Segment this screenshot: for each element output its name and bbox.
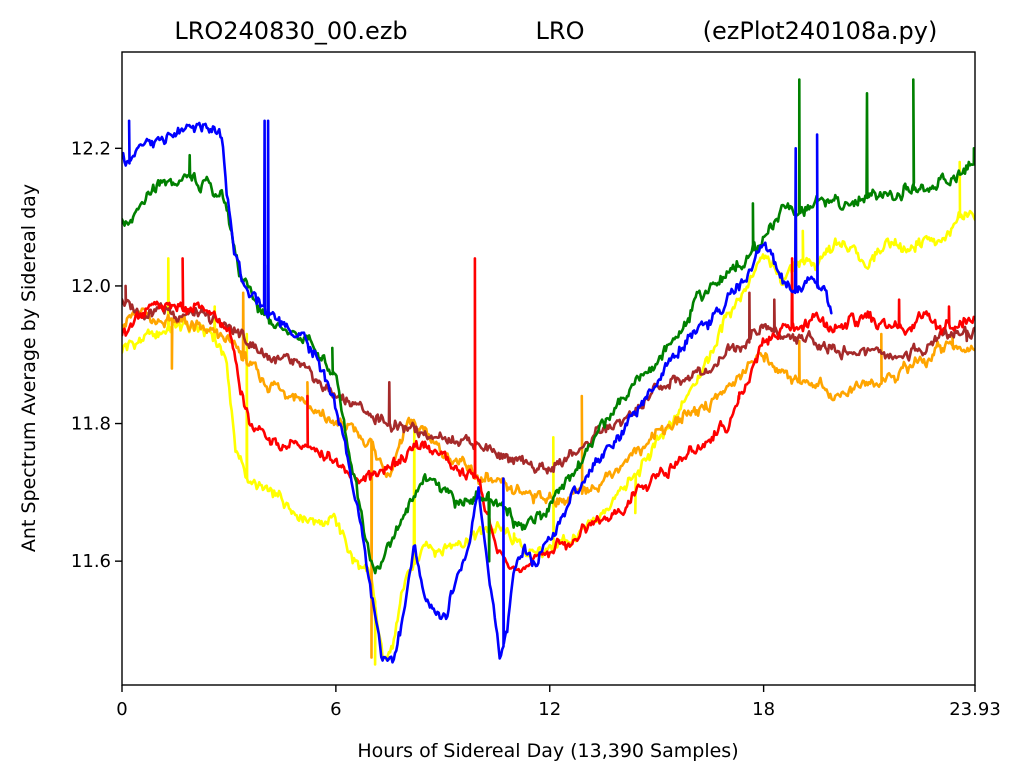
plot-frame xyxy=(121,51,976,686)
series-line-6 xyxy=(122,119,833,664)
series-line-2 xyxy=(122,291,975,659)
x-tick-label: 0 xyxy=(116,699,127,720)
series-layer xyxy=(122,78,975,666)
x-axis-label: Hours of Sidereal Day (13,390 Samples) xyxy=(357,740,738,762)
x-tick-label: 12 xyxy=(538,699,561,720)
series-line-1 xyxy=(122,160,975,666)
y-axis-label: Ant Spectrum Average by Sidereal day xyxy=(18,184,40,552)
y-tick-label: 12.0 xyxy=(71,276,111,297)
y-tick-label: 12.2 xyxy=(71,138,111,159)
y-axis-ticks: 11.6 11.8 12.0 12.2 xyxy=(71,138,122,572)
x-axis-ticks: 0 6 12 18 23.93 xyxy=(116,685,1001,720)
chart-title-script: (ezPlot240108a.py) xyxy=(703,17,938,45)
x-tick-label: 18 xyxy=(752,699,775,720)
x-tick-label: 6 xyxy=(330,699,341,720)
chart-title-site: LRO xyxy=(536,17,585,45)
chart-title-file: LRO240830_00.ezb xyxy=(174,17,407,45)
series-line-4 xyxy=(122,257,975,574)
y-tick-label: 11.8 xyxy=(71,414,111,435)
y-tick-label: 11.6 xyxy=(71,551,111,572)
x-tick-label: 23.93 xyxy=(949,699,1001,720)
series-line-3 xyxy=(122,284,975,475)
